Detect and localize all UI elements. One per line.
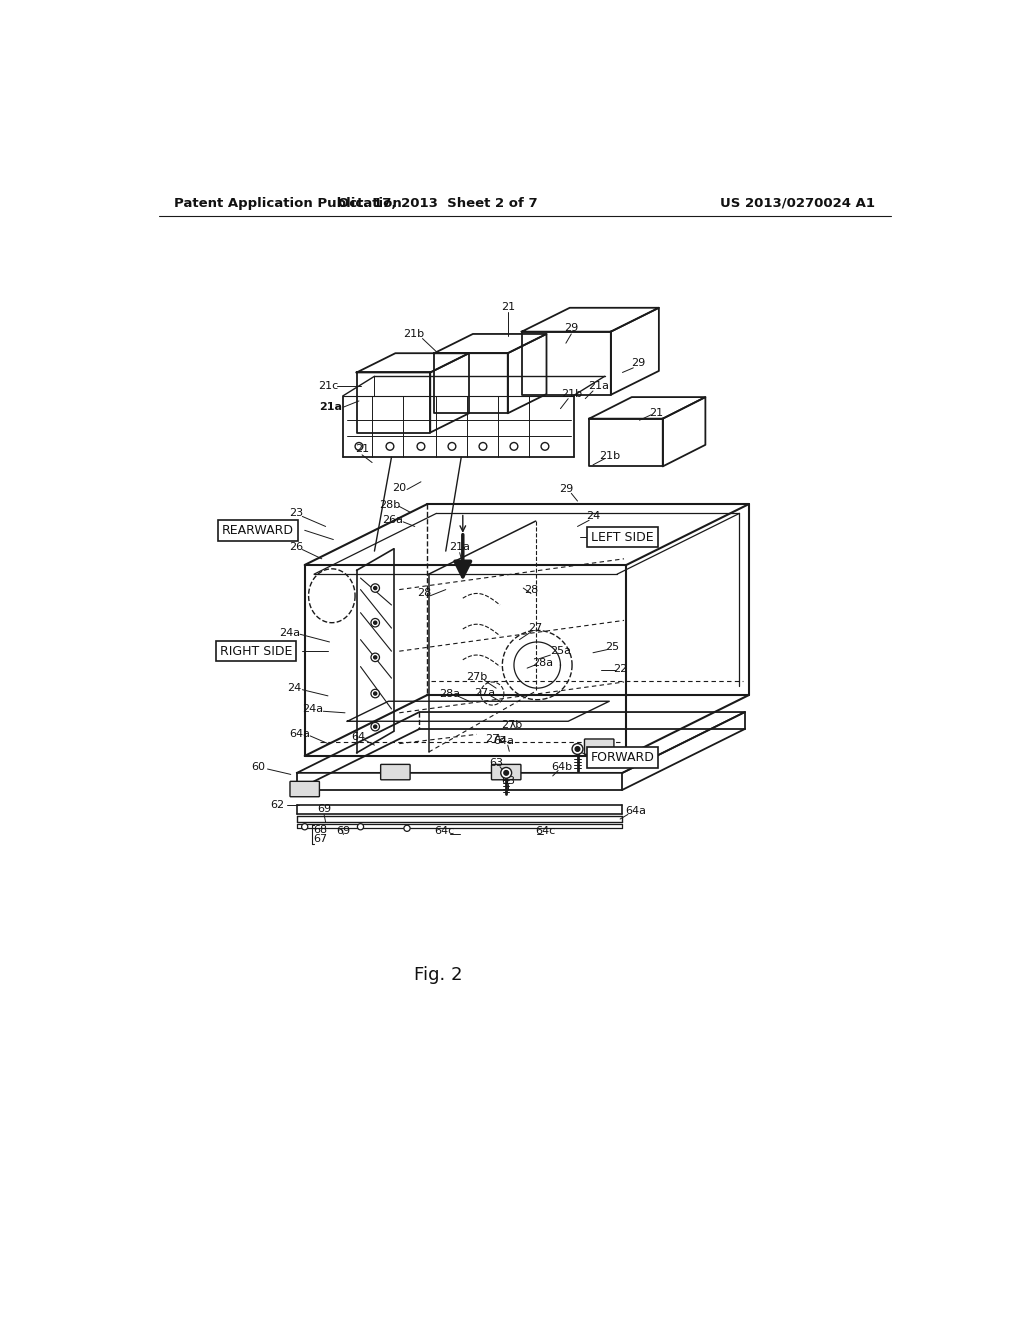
Text: 24: 24 (288, 684, 302, 693)
Circle shape (449, 442, 456, 450)
Text: 23: 23 (289, 508, 303, 517)
Text: 21b: 21b (599, 450, 621, 461)
Circle shape (374, 622, 377, 624)
Text: 63: 63 (489, 758, 503, 768)
Circle shape (374, 586, 377, 590)
Text: 20: 20 (392, 483, 407, 492)
Text: 64c: 64c (434, 825, 455, 836)
Text: 63: 63 (501, 776, 515, 785)
Circle shape (371, 689, 380, 698)
Text: 28b: 28b (379, 500, 400, 510)
Text: 21: 21 (649, 408, 664, 417)
Text: 29: 29 (564, 323, 579, 333)
Circle shape (371, 653, 380, 661)
Text: 28: 28 (524, 585, 539, 594)
Text: 24: 24 (586, 511, 600, 521)
Circle shape (355, 442, 362, 450)
Text: 29: 29 (559, 484, 573, 495)
Text: 64b: 64b (552, 762, 572, 772)
Text: 64a: 64a (290, 730, 310, 739)
Text: 21c: 21c (317, 380, 338, 391)
Text: 29: 29 (631, 358, 645, 368)
Text: 28a: 28a (439, 689, 460, 700)
Text: 27a: 27a (474, 688, 495, 698)
Text: 62: 62 (270, 800, 285, 810)
Text: 27b: 27b (466, 672, 487, 682)
Circle shape (417, 442, 425, 450)
Text: 21a: 21a (319, 403, 343, 412)
Text: 21: 21 (355, 445, 369, 454)
Text: 64a: 64a (625, 807, 646, 816)
Circle shape (371, 583, 380, 593)
Text: 21b: 21b (561, 389, 582, 399)
Text: 24a: 24a (302, 704, 323, 714)
Circle shape (357, 824, 364, 830)
Text: 26a: 26a (383, 515, 403, 525)
FancyBboxPatch shape (290, 781, 319, 797)
Text: 64: 64 (351, 733, 366, 742)
Circle shape (374, 656, 377, 659)
Text: RIGHT SIDE: RIGHT SIDE (220, 644, 292, 657)
Text: 21b: 21b (402, 329, 424, 339)
Circle shape (510, 442, 518, 450)
FancyBboxPatch shape (381, 764, 410, 780)
Text: LEFT SIDE: LEFT SIDE (591, 531, 653, 544)
Text: 21a: 21a (588, 381, 609, 391)
Circle shape (575, 747, 580, 751)
Circle shape (572, 743, 583, 755)
Text: 21: 21 (501, 302, 515, 312)
Text: 22: 22 (613, 664, 628, 675)
Text: 69: 69 (317, 804, 331, 814)
Text: 64a: 64a (494, 737, 514, 746)
Text: 25: 25 (605, 643, 620, 652)
Text: 25a: 25a (550, 647, 571, 656)
Text: 26: 26 (289, 543, 303, 552)
Text: 68: 68 (313, 825, 328, 834)
Circle shape (504, 771, 509, 775)
Circle shape (479, 442, 486, 450)
Text: FORWARD: FORWARD (591, 751, 654, 764)
FancyBboxPatch shape (585, 739, 614, 755)
Text: 27: 27 (527, 623, 542, 634)
Text: Fig. 2: Fig. 2 (414, 966, 462, 983)
Circle shape (374, 692, 377, 696)
Text: US 2013/0270024 A1: US 2013/0270024 A1 (720, 197, 876, 210)
Circle shape (386, 442, 394, 450)
Text: 28: 28 (417, 589, 431, 598)
Text: 27a: 27a (485, 734, 507, 744)
Circle shape (403, 825, 410, 832)
Text: 27b: 27b (501, 721, 522, 730)
FancyBboxPatch shape (492, 764, 521, 780)
Text: 21a: 21a (450, 543, 470, 552)
Text: REARWARD: REARWARD (222, 524, 294, 537)
Text: 24a: 24a (279, 628, 300, 638)
Text: 28a: 28a (532, 657, 553, 668)
Text: 60: 60 (251, 762, 265, 772)
Circle shape (374, 725, 377, 729)
Circle shape (501, 767, 512, 779)
Text: Oct. 17, 2013  Sheet 2 of 7: Oct. 17, 2013 Sheet 2 of 7 (338, 197, 538, 210)
Circle shape (541, 442, 549, 450)
Circle shape (302, 824, 308, 830)
Text: 69: 69 (337, 825, 350, 836)
Text: 67: 67 (313, 834, 328, 843)
Text: 64c: 64c (535, 825, 555, 836)
Text: Patent Application Publication: Patent Application Publication (174, 197, 402, 210)
Circle shape (371, 619, 380, 627)
Circle shape (371, 722, 380, 731)
